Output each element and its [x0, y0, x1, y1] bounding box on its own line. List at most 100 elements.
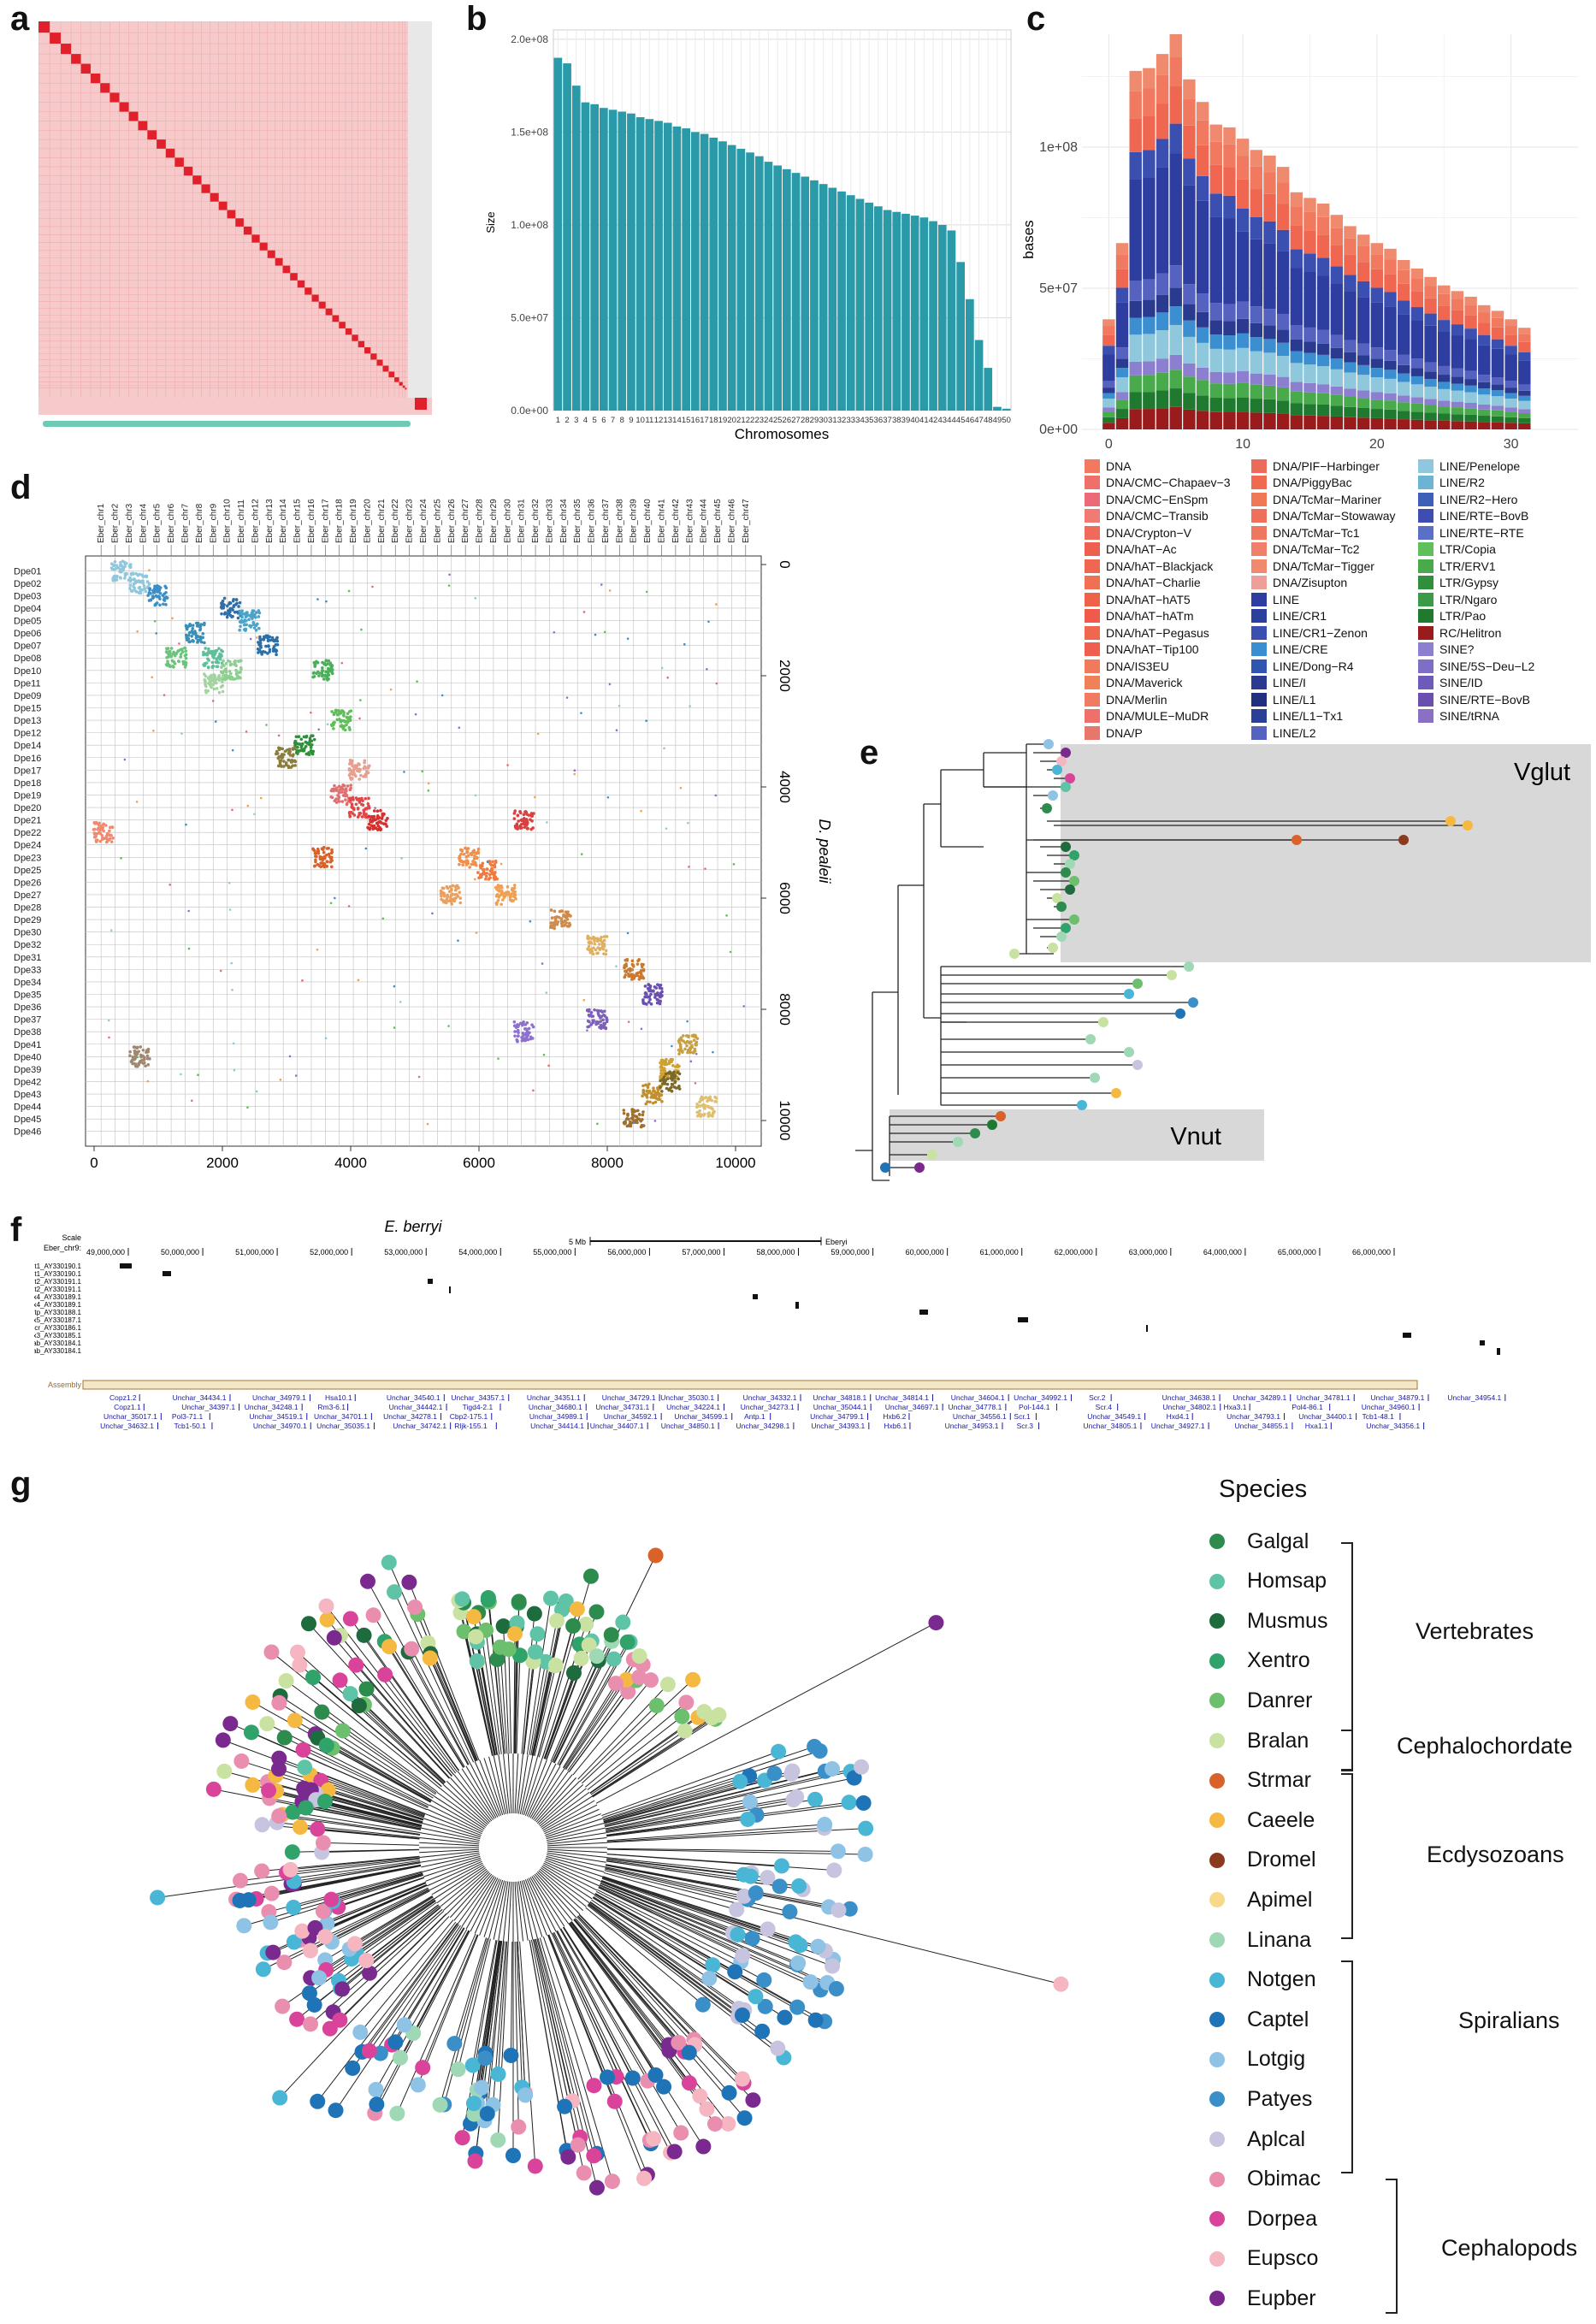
d-dot — [660, 990, 664, 994]
legend-swatch — [1418, 709, 1433, 724]
f-gene-label: Unchar_34393.1 — [811, 1422, 865, 1430]
d-dot — [635, 1109, 640, 1113]
legend-label: DNA/Merlin — [1106, 692, 1167, 707]
d-dot — [555, 922, 559, 926]
d-dot — [341, 784, 345, 787]
d-dot — [627, 1123, 630, 1127]
d-dot — [615, 965, 618, 967]
c-bar-segment — [1518, 412, 1531, 418]
d-left-label: Dpe01 — [14, 566, 41, 577]
species-legend-entry: Lotgig — [1209, 2047, 1305, 2073]
d-dot — [375, 821, 379, 825]
g-branch — [453, 1937, 487, 2044]
f-gene-label: Unchar_34273.1 — [741, 1403, 795, 1411]
d-dot — [278, 760, 282, 764]
c-bar-segment — [1169, 265, 1182, 288]
d-dot — [110, 562, 114, 566]
b-x-tick-label: 22 — [746, 416, 755, 425]
d-dot — [158, 591, 163, 595]
c-bar-segment — [1518, 384, 1531, 391]
g-branch — [514, 1881, 519, 1942]
d-top-label: Eber_chr25 — [433, 499, 442, 543]
g-tip — [381, 1639, 398, 1655]
d-dot — [233, 602, 238, 606]
c-bar-segment — [1209, 383, 1222, 399]
species-name: Eupber — [1247, 2286, 1316, 2310]
g-tip — [450, 2061, 466, 2078]
b-x-tick-label: 6 — [601, 416, 606, 425]
d-dot — [582, 611, 586, 613]
d-dot — [225, 615, 229, 619]
c-bar-segment — [1115, 347, 1129, 359]
d-dot — [630, 973, 634, 976]
f-gene-label: Scr.2 — [1089, 1393, 1106, 1402]
c-bar-segment — [1143, 115, 1156, 151]
d-dot — [660, 666, 664, 670]
d-dot — [206, 657, 210, 661]
f-coord-label: 52,000,000 — [310, 1248, 348, 1257]
radial-gene-tree — [150, 1547, 1069, 2196]
g-branch — [516, 1655, 521, 1754]
d-dot — [202, 623, 206, 627]
g-tip — [855, 1795, 872, 1811]
d-dot — [599, 1023, 603, 1027]
hic-chromosome-block — [157, 139, 166, 149]
f-track-label: Post2_AY330191.1 — [34, 1278, 82, 1286]
c-bar-segment — [1518, 417, 1531, 423]
d-dot — [190, 1099, 193, 1103]
d-x-tick-label: 8000 — [591, 1155, 624, 1171]
f-gene-label: Unchar_35030.1 — [660, 1393, 714, 1402]
d-dot — [239, 620, 244, 624]
g-branch — [420, 1832, 480, 1843]
d-dot — [192, 640, 195, 643]
d-dot — [155, 601, 159, 605]
species-legend-entry: Obimac — [1209, 2167, 1321, 2192]
d-dot — [458, 862, 461, 866]
d-top-label: Eber_chr34 — [559, 499, 569, 543]
species-legend-entry: Dorpea — [1209, 2206, 1317, 2232]
c-bar-segment — [1209, 124, 1222, 142]
group-cephalochordate: Cephalochordate — [1397, 1733, 1573, 1759]
d-dot — [512, 1020, 517, 1024]
d-dot — [549, 921, 553, 925]
f-gene-label: Scr.1 — [1014, 1412, 1031, 1421]
d-dot — [255, 636, 258, 639]
d-dot — [333, 712, 336, 716]
g-tip — [305, 1670, 322, 1686]
c-bar-segment — [1438, 375, 1451, 382]
d-dot — [605, 935, 609, 938]
g-tip — [648, 1697, 665, 1713]
f-track-label: Post1_AY330190.1 — [34, 1270, 82, 1278]
d-dot — [296, 752, 299, 755]
legend-label: LINE/RTE−BovB — [1439, 509, 1529, 523]
legend-label: LINE/Dong−R4 — [1273, 659, 1354, 673]
b-x-tick-label: 39 — [901, 416, 911, 425]
c-bar-segment — [1129, 409, 1142, 429]
e-tip — [927, 1150, 937, 1160]
d-dot — [112, 564, 116, 567]
species-dot — [1209, 2132, 1225, 2147]
d-top-label: Eber_chr18 — [335, 499, 345, 543]
d-dot — [343, 790, 346, 795]
c-bar-segment — [1156, 408, 1169, 429]
d-dot — [688, 1041, 692, 1045]
d-dot — [251, 620, 255, 624]
g-tip — [588, 1648, 605, 1665]
g-tip — [233, 1872, 249, 1889]
d-dot — [380, 821, 383, 825]
d-dot — [358, 767, 363, 772]
legend-entry: RC/Helitron — [1418, 624, 1585, 642]
g-tip — [328, 2102, 344, 2119]
panel-label-b: b — [466, 0, 488, 38]
g-branch — [331, 1872, 423, 1901]
d-dot — [123, 577, 127, 580]
d-dot — [137, 591, 141, 595]
d-dot — [647, 983, 651, 986]
e-tip — [1061, 748, 1071, 758]
legend-entry: LTR/ERV1 — [1418, 558, 1585, 575]
d-dot — [683, 642, 686, 646]
d-dot — [671, 1044, 673, 1048]
legend-swatch — [1251, 642, 1267, 657]
d-dot — [403, 771, 405, 773]
legend-entry: LINE/Penelope — [1418, 458, 1585, 475]
